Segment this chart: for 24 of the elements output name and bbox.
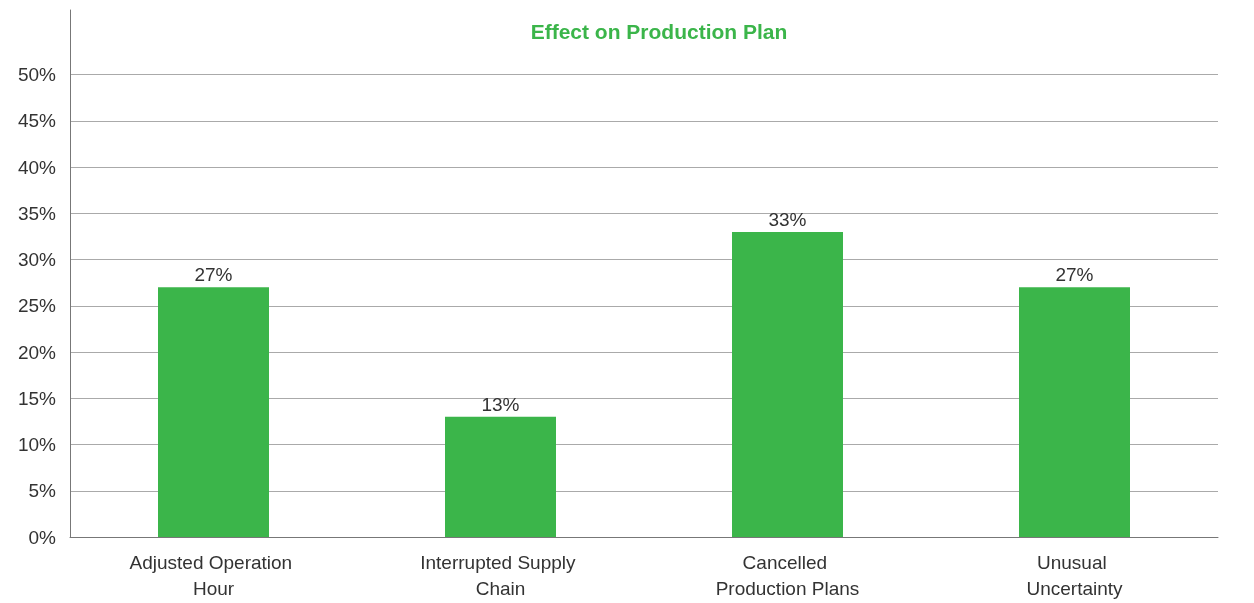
y-tick-label: 5% (28, 480, 57, 502)
data-label: 27% (1055, 264, 1094, 286)
data-label: 33% (768, 208, 807, 230)
y-tick-label: 50% (17, 64, 57, 86)
y-tick-label: 15% (17, 387, 57, 409)
bar (158, 287, 269, 537)
text: Effect on Production Plan (530, 20, 788, 43)
y-tick-label: 0% (28, 526, 57, 548)
x-tick-label: Unusual Uncertainty (1026, 551, 1124, 599)
x-tick-label: Cancelled Production Plans (715, 551, 860, 599)
bar (445, 416, 556, 537)
data-label: 13% (481, 393, 520, 415)
y-tick-label: 35% (17, 202, 57, 224)
x-tick-label: Interrupted Supply Chain (420, 551, 581, 599)
y-tick-label: 10% (17, 434, 57, 456)
bar (732, 231, 843, 537)
y-tick-label: 30% (17, 249, 57, 271)
y-tick-label: 20% (17, 341, 57, 363)
x-tick-label: Adjusted Operation Hour (129, 551, 298, 599)
y-tick-label: 25% (17, 295, 57, 317)
bar (1019, 287, 1130, 537)
y-tick-label: 45% (17, 110, 57, 132)
y-tick-label: 40% (17, 156, 57, 178)
data-label: 27% (194, 264, 233, 286)
